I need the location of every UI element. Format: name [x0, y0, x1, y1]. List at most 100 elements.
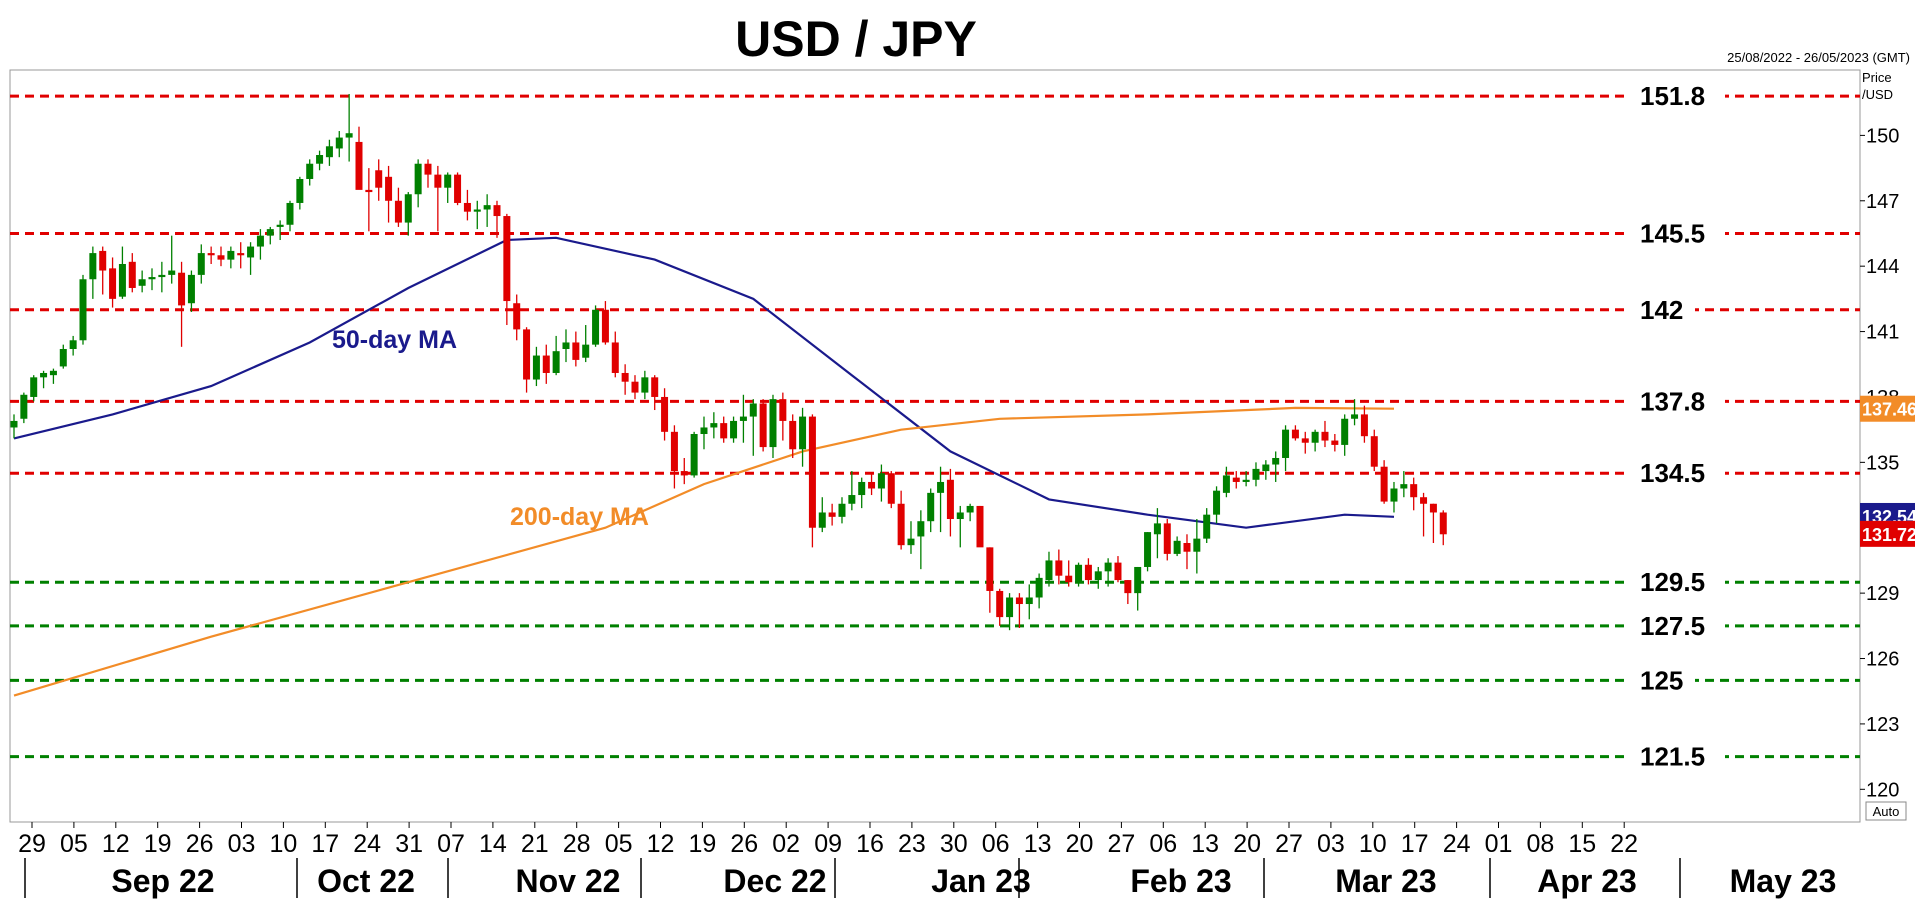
candle-body — [1045, 560, 1053, 581]
candle — [335, 131, 343, 158]
candle — [296, 176, 304, 210]
candle — [266, 226, 274, 245]
candle-body — [937, 481, 945, 493]
x-tick-label: 27 — [1275, 830, 1303, 858]
level-label-142: 142 — [1640, 295, 1683, 325]
candle — [118, 246, 126, 299]
candle — [49, 368, 57, 384]
candle-body — [996, 590, 1004, 618]
candle-body — [769, 399, 777, 448]
candle-body — [838, 503, 846, 517]
candle — [1252, 462, 1260, 487]
candle-body — [799, 416, 807, 450]
candle-body — [808, 416, 816, 528]
candle-body — [385, 176, 393, 201]
candle — [1183, 534, 1191, 570]
candle — [168, 235, 176, 284]
candle-body — [10, 420, 18, 428]
candle — [69, 335, 77, 356]
candle — [454, 172, 462, 206]
candle-body — [877, 473, 885, 489]
candle — [828, 503, 836, 526]
candle — [1134, 566, 1142, 611]
x-tick-label: 26 — [186, 830, 214, 858]
plot-frame — [9, 69, 1861, 823]
candle — [641, 370, 649, 400]
last-price-tag: 131.72 — [1862, 525, 1915, 545]
candle — [89, 246, 97, 299]
x-tick-label: 02 — [772, 830, 800, 858]
candle — [759, 399, 767, 452]
x-tick-label: 06 — [1149, 830, 1177, 858]
candle — [503, 213, 511, 326]
candle-body — [197, 253, 205, 275]
candle — [769, 394, 777, 458]
candle-body — [1065, 575, 1073, 583]
y-tick-label: 129 — [1866, 583, 1899, 605]
candle — [838, 497, 846, 524]
x-tick-label: 13 — [1191, 830, 1219, 858]
candle — [424, 159, 432, 188]
candle — [996, 588, 1004, 626]
candle-body — [247, 246, 255, 258]
candle — [966, 503, 974, 522]
candle-body — [128, 261, 136, 288]
candle-body — [572, 342, 580, 360]
candle — [1429, 503, 1437, 543]
candle — [217, 246, 225, 267]
candle — [1075, 562, 1083, 587]
candle-body — [414, 163, 422, 195]
auto-scale-button[interactable] — [1865, 801, 1907, 821]
month-label: Jan 23 — [931, 863, 1031, 899]
candle — [956, 505, 964, 548]
x-tick-label: 27 — [1107, 830, 1135, 858]
candle — [483, 194, 491, 227]
candle — [680, 457, 688, 485]
candle — [207, 246, 215, 264]
candle-body — [907, 538, 915, 546]
candle — [868, 473, 876, 496]
x-tick-label: 19 — [144, 830, 172, 858]
candle — [651, 375, 659, 411]
x-tick-label: 13 — [1024, 830, 1052, 858]
level-label-bg — [1630, 566, 1725, 597]
candle — [99, 246, 107, 295]
candle — [818, 497, 826, 533]
candle — [1173, 536, 1181, 557]
candle-body — [79, 279, 87, 341]
candle — [848, 471, 856, 511]
y-tick-label: 120 — [1866, 779, 1899, 801]
x-tick-label: 17 — [1401, 830, 1429, 858]
candle — [394, 187, 402, 227]
candle — [40, 370, 48, 389]
candle — [197, 244, 205, 284]
candle-body — [1291, 429, 1299, 439]
candle — [1144, 532, 1152, 572]
candle-body — [887, 473, 895, 504]
x-tick-label: 12 — [647, 830, 675, 858]
candle — [1370, 429, 1378, 472]
candle-body — [1094, 571, 1102, 581]
candle-body — [158, 274, 166, 278]
y-tick-label: 126 — [1866, 649, 1899, 671]
x-tick-label: 20 — [1066, 830, 1094, 858]
candle-body — [582, 344, 590, 358]
month-label: Mar 23 — [1335, 863, 1436, 899]
candle-body — [109, 268, 117, 299]
candle-body — [1006, 597, 1014, 618]
candle-body — [1025, 597, 1033, 605]
month-label: Sep 22 — [111, 863, 214, 899]
candle — [187, 270, 195, 312]
level-label-121.5: 121.5 — [1640, 742, 1705, 772]
candle-body — [256, 235, 264, 247]
candle — [1301, 431, 1309, 454]
candle — [10, 414, 18, 439]
candle-body — [946, 479, 954, 520]
candle — [1163, 519, 1171, 561]
level-label-bg — [1630, 740, 1725, 771]
candle — [1104, 558, 1112, 587]
candle — [1262, 460, 1270, 480]
x-tick-label: 17 — [311, 830, 339, 858]
x-tick-label: 10 — [1359, 830, 1387, 858]
candle-body — [621, 372, 629, 382]
